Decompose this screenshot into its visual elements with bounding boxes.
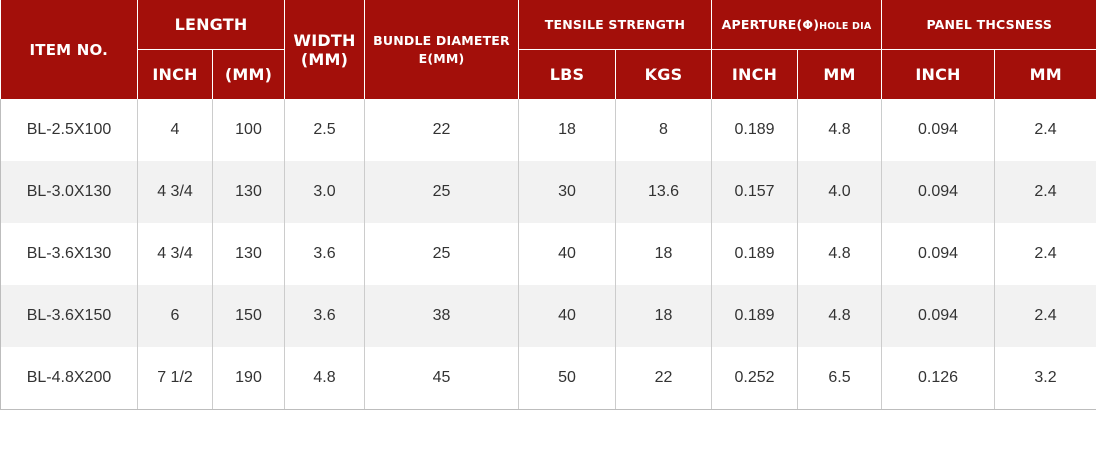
cell-tensile-kgs: 13.6 (614, 161, 712, 223)
table-row: BL-2.5X100 4 100 2.5 22 18 8 0.189 4.8 0… (0, 99, 1096, 161)
cell-tensile-lbs: 50 (518, 347, 616, 410)
header-item-no: ITEM NO. (0, 0, 138, 99)
header-bundle-line1: BUNDLE DIAMETER (373, 32, 510, 48)
cell-length-inch: 4 3/4 (137, 161, 213, 223)
cell-aperture-mm: 4.0 (797, 161, 882, 223)
cell-tensile-kgs: 8 (614, 99, 712, 161)
cell-tensile-kgs: 18 (614, 285, 712, 347)
cell-item-no: BL-3.0X130 (0, 161, 138, 223)
cell-panel-inch: 0.094 (881, 285, 995, 347)
header-length: LENGTH (137, 0, 285, 49)
table-row: BL-3.6X130 4 3/4 130 3.6 25 40 18 0.189 … (0, 223, 1096, 285)
cell-aperture-inch: 0.189 (711, 99, 798, 161)
cell-panel-mm: 2.4 (994, 99, 1096, 161)
cell-aperture-mm: 4.8 (797, 285, 882, 347)
cell-panel-mm: 2.4 (994, 161, 1096, 223)
cell-aperture-mm: 6.5 (797, 347, 882, 410)
cell-aperture-mm: 4.8 (797, 99, 882, 161)
cell-width: 3.0 (284, 161, 365, 223)
cell-width: 3.6 (284, 285, 365, 347)
cell-bundle-diameter: 25 (364, 223, 519, 285)
cell-aperture-inch: 0.157 (711, 161, 798, 223)
header-width: WIDTH (MM) (284, 0, 365, 99)
cell-length-mm: 190 (212, 347, 285, 410)
cell-width: 3.6 (284, 223, 365, 285)
cell-length-mm: 100 (212, 99, 285, 161)
table-row: BL-4.8X200 7 1/2 190 4.8 45 50 22 0.252 … (0, 347, 1096, 410)
header-width-line1: WIDTH (293, 30, 356, 50)
cell-length-mm: 130 (212, 223, 285, 285)
cell-aperture-mm: 4.8 (797, 223, 882, 285)
spec-table: ITEM NO. LENGTH WIDTH (MM) BUNDLE DIAMET… (0, 0, 1096, 410)
cell-bundle-diameter: 38 (364, 285, 519, 347)
header-aperture-inch: INCH (711, 48, 798, 99)
cell-tensile-lbs: 40 (518, 285, 616, 347)
header-panel-mm: MM (994, 48, 1096, 99)
cell-length-inch: 4 (137, 99, 213, 161)
cell-length-inch: 7 1/2 (137, 347, 213, 410)
cell-bundle-diameter: 45 (364, 347, 519, 410)
header-aperture-hole-dia: HOLE DIA (819, 20, 872, 32)
cell-item-no: BL-3.6X150 (0, 285, 138, 347)
cell-tensile-lbs: 30 (518, 161, 616, 223)
header-row-sub: INCH (MM) LBS KGS INCH MM INCH MM (1, 48, 1096, 99)
header-length-mm: (MM) (212, 48, 285, 99)
header-aperture-mm: MM (797, 48, 882, 99)
cell-tensile-lbs: 40 (518, 223, 616, 285)
cell-bundle-diameter: 25 (364, 161, 519, 223)
header-tensile-kgs: KGS (614, 48, 712, 99)
header-tensile-lbs: LBS (518, 48, 616, 99)
cell-length-inch: 6 (137, 285, 213, 347)
cell-width: 4.8 (284, 347, 365, 410)
header-aperture: APERTURE(Φ)HOLE DIA (711, 0, 882, 49)
cell-aperture-inch: 0.189 (711, 285, 798, 347)
table-row: BL-3.6X150 6 150 3.6 38 40 18 0.189 4.8 … (0, 285, 1096, 347)
cell-length-inch: 4 3/4 (137, 223, 213, 285)
cell-length-mm: 130 (212, 161, 285, 223)
cell-bundle-diameter: 22 (364, 99, 519, 161)
cell-tensile-lbs: 18 (518, 99, 616, 161)
cell-width: 2.5 (284, 99, 365, 161)
cell-item-no: BL-2.5X100 (0, 99, 138, 161)
cell-tensile-kgs: 22 (614, 347, 712, 410)
header-width-line2: (MM) (300, 49, 349, 69)
cell-panel-inch: 0.094 (881, 99, 995, 161)
header-bundle-diameter: BUNDLE DIAMETER E(MM) (364, 0, 519, 99)
cell-aperture-inch: 0.189 (711, 223, 798, 285)
header-panel-inch: INCH (881, 48, 995, 99)
table-row: BL-3.0X130 4 3/4 130 3.0 25 30 13.6 0.15… (0, 161, 1096, 223)
table-header: ITEM NO. LENGTH WIDTH (MM) BUNDLE DIAMET… (0, 0, 1096, 99)
table-body: BL-2.5X100 4 100 2.5 22 18 8 0.189 4.8 0… (0, 99, 1096, 410)
cell-panel-mm: 2.4 (994, 223, 1096, 285)
cell-item-no: BL-4.8X200 (0, 347, 138, 410)
header-bundle-line2: E(MM) (418, 50, 465, 66)
cell-panel-inch: 0.094 (881, 223, 995, 285)
cell-item-no: BL-3.6X130 (0, 223, 138, 285)
header-panel-thickness: PANEL THCSNESS (881, 0, 1096, 49)
cell-aperture-inch: 0.252 (711, 347, 798, 410)
cell-panel-inch: 0.094 (881, 161, 995, 223)
cell-panel-mm: 3.2 (994, 347, 1096, 410)
cell-panel-mm: 2.4 (994, 285, 1096, 347)
cell-panel-inch: 0.126 (881, 347, 995, 410)
header-length-inch: INCH (137, 48, 213, 99)
header-row-top: ITEM NO. LENGTH WIDTH (MM) BUNDLE DIAMET… (0, 0, 1096, 99)
header-tensile-strength: TENSILE STRENGTH (517, 0, 712, 49)
cell-length-mm: 150 (212, 285, 285, 347)
cell-tensile-kgs: 18 (614, 223, 712, 285)
header-aperture-main: APERTURE(Φ) (721, 16, 820, 32)
